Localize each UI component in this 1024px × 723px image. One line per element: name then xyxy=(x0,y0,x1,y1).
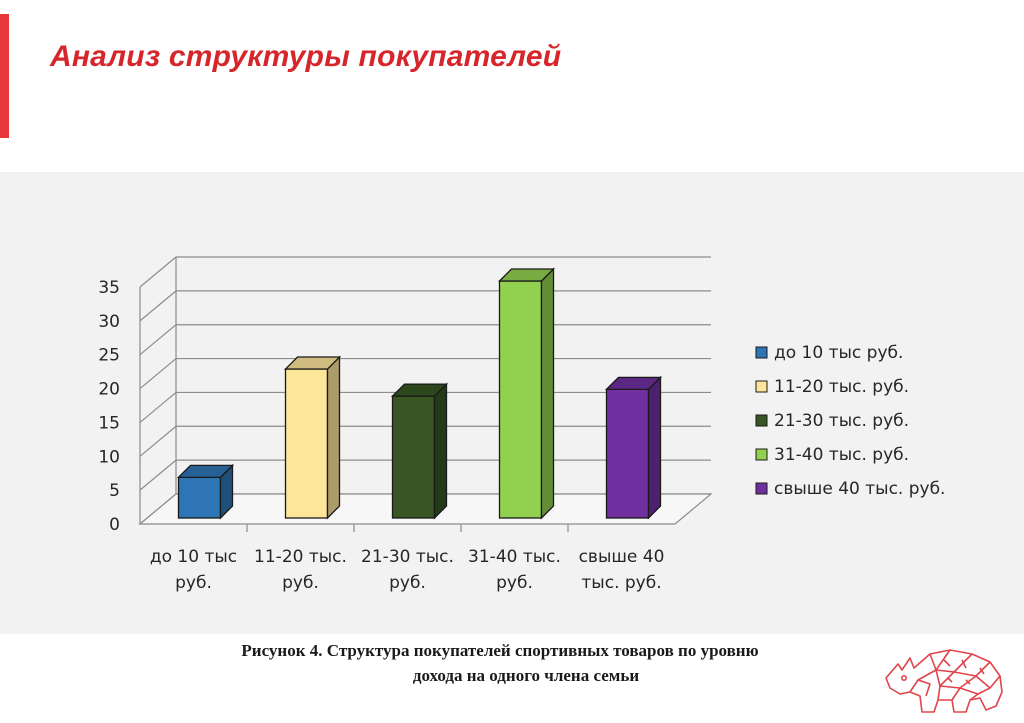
rhino-logo-icon xyxy=(885,649,1003,713)
bar xyxy=(176,463,235,520)
bar xyxy=(390,382,449,520)
bar xyxy=(283,355,342,520)
legend-swatch xyxy=(755,346,768,359)
x-tick-label: 11-20 тыс. xyxy=(254,547,347,567)
gridline xyxy=(139,290,711,322)
x-tick-label: 31-40 тыс. xyxy=(468,547,561,567)
y-tick-label: 10 xyxy=(98,447,120,467)
axis-wall-edge xyxy=(139,257,177,524)
y-axis-ticks: 0 5 10 15 20 25 30 35 xyxy=(98,278,120,535)
x-tick-label: руб. xyxy=(389,573,426,593)
y-tick-label: 25 xyxy=(98,346,120,366)
gridline xyxy=(139,324,711,356)
x-tick-label: до 10 тыс xyxy=(150,547,237,567)
legend-swatch xyxy=(755,380,768,393)
legend-swatch xyxy=(755,482,768,495)
x-tick-label: 21-30 тыс. xyxy=(361,547,454,567)
legend-label: 31-40 тыс. руб. xyxy=(774,445,909,465)
x-axis-labels: до 10 тыс руб. 11-20 тыс. руб. 21-30 тыс. руб… xyxy=(150,547,665,593)
caption-line-1: Рисунок 4. Структура покупателей спортив… xyxy=(241,641,759,660)
legend-label: свыше 40 тыс. руб. xyxy=(774,479,945,499)
legend-swatch xyxy=(755,448,768,461)
x-tick-label: свыше 40 xyxy=(579,547,665,567)
x-tick-label: руб. xyxy=(282,573,319,593)
legend-swatch xyxy=(755,414,768,427)
y-tick-label: 30 xyxy=(98,312,120,332)
y-tick-label: 0 xyxy=(109,515,120,535)
figure-caption: Рисунок 4. Структура покупателей спортив… xyxy=(120,638,880,688)
x-tick-label: тыс. руб. xyxy=(581,573,661,593)
gridline xyxy=(139,256,711,288)
caption-line-2: дохода на одного члена семьи xyxy=(412,666,640,685)
slide-title: Анализ структуры покупателей xyxy=(50,40,562,73)
legend-label: 21-30 тыс. руб. xyxy=(774,411,909,431)
x-tick-label: руб. xyxy=(175,573,212,593)
legend-label: 11-20 тыс. руб. xyxy=(774,377,909,397)
bar xyxy=(604,375,663,520)
accent-bar xyxy=(0,14,9,138)
bar xyxy=(497,267,556,520)
y-tick-label: 15 xyxy=(98,413,120,433)
y-tick-label: 35 xyxy=(98,278,120,298)
chart-bars xyxy=(176,267,663,520)
y-tick-label: 20 xyxy=(98,380,120,400)
x-tick-label: руб. xyxy=(496,573,533,593)
chart-legend: до 10 тыс руб. 11-20 тыс. руб. 21-30 тыс. … xyxy=(755,343,945,499)
y-tick-label: 5 xyxy=(109,481,120,501)
legend-label: до 10 тыс руб. xyxy=(774,343,903,363)
